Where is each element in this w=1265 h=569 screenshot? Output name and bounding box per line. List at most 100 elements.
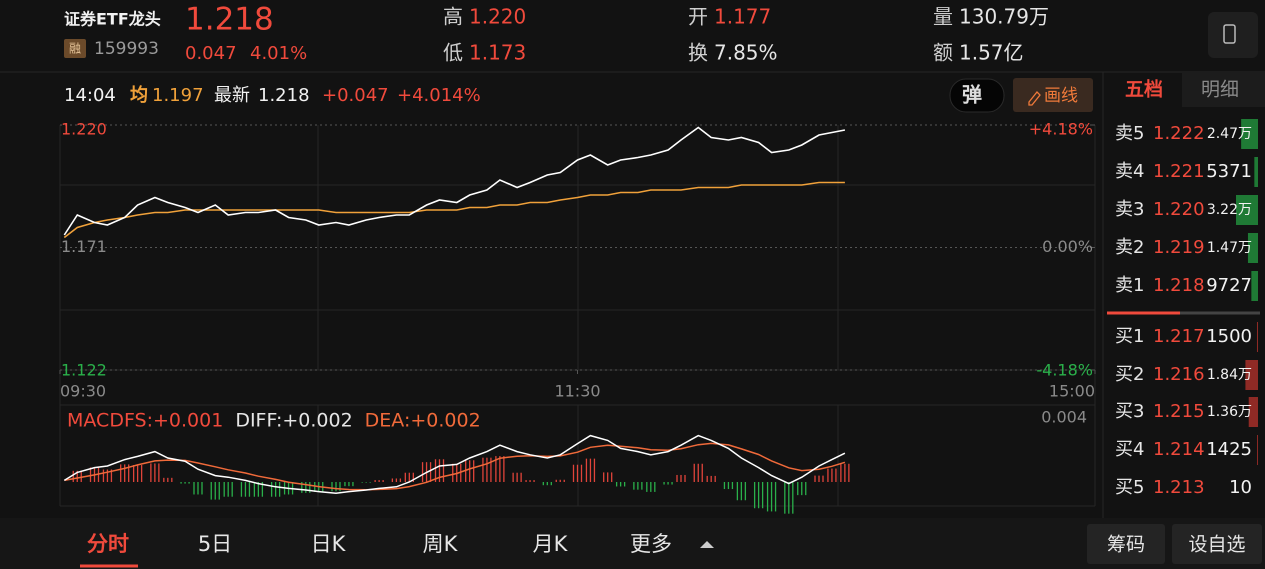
level-volume: 1.47万: [1207, 240, 1252, 256]
volume-bar: [1245, 360, 1258, 390]
nav-tab[interactable]: 日K: [311, 532, 347, 556]
stat-value: 7.85%: [714, 41, 778, 65]
stock-name: 证券ETF龙头: [64, 10, 161, 29]
volume-bar: [1248, 397, 1258, 427]
avg-label: 均: [130, 84, 148, 106]
stat-value: 1.220: [469, 5, 526, 29]
level-price: 1.216: [1153, 364, 1205, 385]
x-tick-label: 15:00: [1049, 382, 1095, 401]
phone-icon: [1223, 24, 1236, 44]
last: 1.218: [258, 85, 310, 106]
nav-tab[interactable]: 周K: [423, 532, 459, 556]
legend-entry: DIFF:+0.002: [235, 410, 352, 432]
level-price: 1.219: [1153, 237, 1205, 258]
phone-button[interactable]: [1208, 12, 1258, 58]
level-label: 卖3: [1115, 199, 1144, 220]
level-price: 1.222: [1153, 123, 1205, 144]
stat-label: 额: [933, 41, 953, 65]
y2-tick-label: 0.00%: [1042, 237, 1093, 256]
stat-label: 换: [688, 41, 708, 65]
level-volume: 1425: [1206, 439, 1252, 460]
watch-button[interactable]: [1172, 524, 1262, 564]
nav-tab[interactable]: 分时: [87, 532, 129, 556]
stat-value: 1.57亿: [959, 41, 1024, 65]
level-label: 卖2: [1115, 237, 1144, 258]
stat-value: 1.173: [469, 41, 526, 65]
tab-bg: [1182, 73, 1265, 107]
badge-bg: [64, 39, 86, 58]
y2-tick-label: -4.18%: [1036, 361, 1093, 380]
info-change-pct: +4.014%: [397, 85, 481, 106]
stock-price: 1.218: [185, 2, 274, 38]
volume-bar: [1254, 157, 1258, 187]
stat-value: 130.79万: [959, 5, 1049, 29]
level-volume: 9727: [1206, 275, 1252, 296]
avg: 1.197: [152, 85, 204, 106]
more-arrow: [700, 541, 714, 548]
nav-tab[interactable]: 月K: [533, 532, 569, 556]
chip-button[interactable]: [1087, 524, 1165, 564]
level-volume: 1500: [1206, 326, 1252, 347]
level-volume: 1.84万: [1207, 367, 1252, 383]
level-label: 买1: [1115, 326, 1144, 347]
level-label: 买4: [1115, 439, 1144, 460]
level-price: 1.220: [1153, 199, 1205, 220]
level-volume: 5371: [1206, 161, 1252, 182]
badge: 融: [69, 42, 81, 56]
level-price: 1.221: [1153, 161, 1205, 182]
nav-tab[interactable]: 更多: [630, 532, 672, 556]
legend-entry: MACDFS:+0.001: [67, 410, 223, 432]
level-price: 1.214: [1153, 439, 1205, 460]
tab[interactable]: 明细: [1201, 79, 1239, 101]
nav-tab[interactable]: 5日: [198, 532, 232, 556]
volume-bar: [1257, 435, 1258, 465]
stat-label: 量: [933, 5, 953, 29]
volume-bar: [1247, 233, 1258, 263]
y-tick-label: 0.004: [1041, 408, 1087, 427]
draw-label: 画线: [1044, 86, 1078, 106]
macd-line: [63, 434, 846, 494]
y-tick-label: 1.171: [61, 237, 107, 256]
level-volume: 10: [1229, 477, 1252, 498]
y2-tick-label: +4.18%: [1029, 120, 1093, 139]
y-tick-label: 1.122: [61, 361, 107, 380]
stock-code: 159993: [94, 39, 159, 59]
level-volume: 2.47万: [1207, 126, 1252, 142]
x-tick-label: 09:30: [60, 382, 106, 401]
level-price: 1.215: [1153, 401, 1205, 422]
info-change: +0.047: [322, 85, 389, 106]
stat-label: 高: [443, 5, 463, 29]
level-label: 卖1: [1115, 275, 1144, 296]
level-volume: 1.36万: [1207, 404, 1252, 420]
volume-bar: [1241, 119, 1258, 149]
level-label: 卖4: [1115, 161, 1144, 182]
last-label: 最新: [214, 85, 250, 106]
level-label: 卖5: [1115, 123, 1144, 144]
x-tick-label: 11:30: [554, 382, 600, 401]
chip-label: 筹码: [1107, 534, 1145, 556]
price-line: [63, 126, 846, 236]
legend-entry: DEA:+0.002: [365, 410, 481, 432]
level-label: 买2: [1115, 364, 1144, 385]
level-price: 1.213: [1153, 477, 1205, 498]
popup-button[interactable]: [949, 78, 1005, 113]
grid: [59, 125, 1096, 507]
stat-label: 开: [688, 5, 708, 29]
stat-value: 1.177: [714, 5, 771, 29]
level-price: 1.217: [1153, 326, 1205, 347]
time: 14:04: [64, 85, 116, 106]
popup-label: 弹: [962, 83, 982, 107]
volume-bar: [1236, 195, 1258, 225]
level-label: 买5: [1115, 477, 1144, 498]
change-pct: 4.01%: [250, 43, 307, 64]
level-price: 1.218: [1153, 275, 1205, 296]
volume-bar: [1251, 271, 1258, 301]
macd-line: [64, 442, 846, 491]
level-volume: 3.22万: [1207, 202, 1252, 218]
tab[interactable]: 五档: [1125, 78, 1163, 101]
volume-bar: [1256, 322, 1258, 352]
pencil-icon: [1028, 91, 1041, 106]
y-tick-label: 1.220: [61, 120, 107, 139]
change: 0.047: [185, 43, 237, 64]
